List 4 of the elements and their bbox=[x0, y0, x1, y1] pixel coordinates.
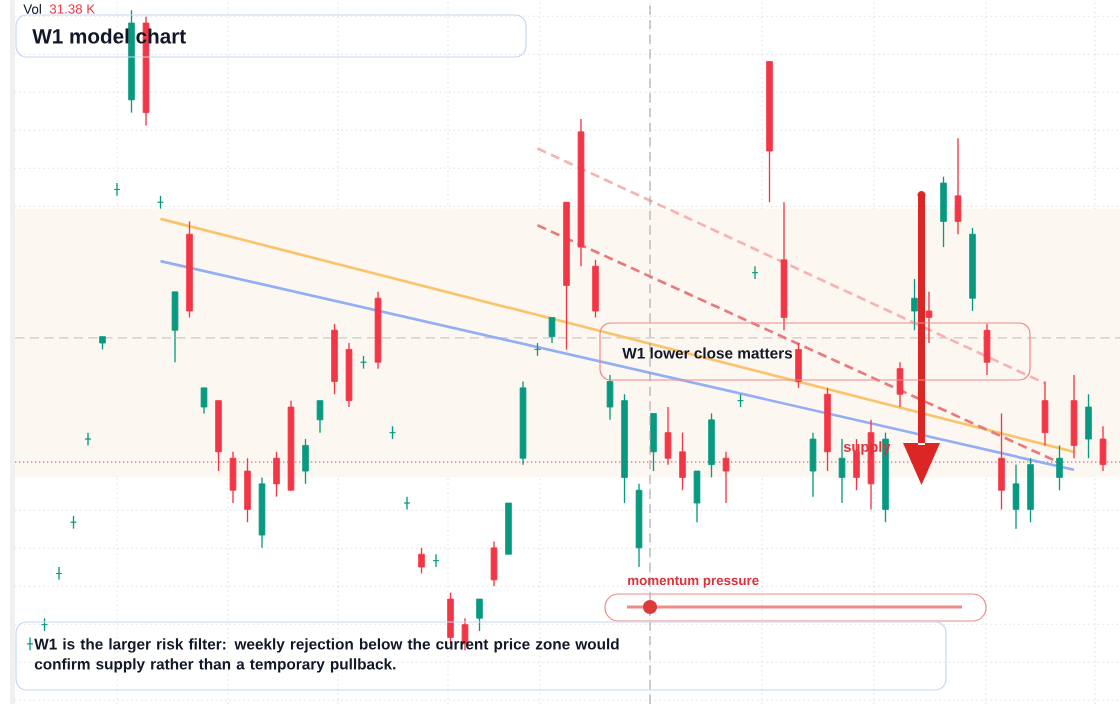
annotation: W1 lower close matters bbox=[622, 347, 793, 359]
annotation: Vol bbox=[23, 4, 41, 14]
annotation: momentum pressure bbox=[628, 576, 759, 588]
annotation: 31.38 K bbox=[49, 4, 96, 14]
